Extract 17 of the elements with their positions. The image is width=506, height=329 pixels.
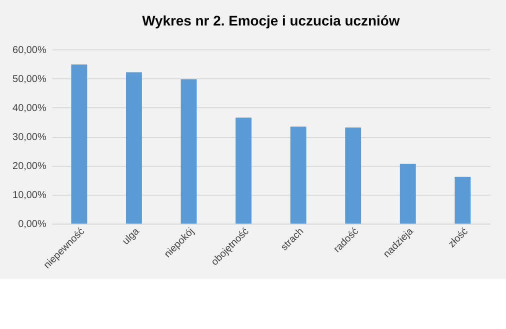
bar [180, 79, 197, 224]
y-tick-label: 0,00% [18, 219, 46, 230]
bar [126, 72, 142, 224]
y-tick-label: 20,00% [12, 161, 46, 172]
bar [400, 164, 416, 224]
bar [236, 118, 252, 224]
bar [71, 64, 88, 224]
y-tick-label: 30,00% [12, 132, 46, 143]
x-tick-label: ulga [120, 226, 142, 248]
y-tick-label: 60,00% [12, 44, 46, 56]
bar [454, 176, 471, 224]
y-tick-label: 10,00% [12, 190, 46, 202]
chart-title: Wykres nr 2. Emocje i uczucia uczniów [142, 12, 400, 28]
bar [290, 126, 306, 224]
y-tick-label: 50,00% [12, 74, 46, 85]
bar [345, 128, 362, 224]
y-tick-label: 40,00% [12, 102, 46, 114]
